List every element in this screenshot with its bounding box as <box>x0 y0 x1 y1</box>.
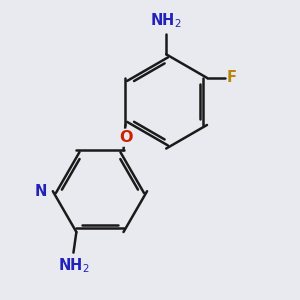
Text: F: F <box>226 70 236 86</box>
Text: NH$_2$: NH$_2$ <box>58 256 89 275</box>
Text: O: O <box>119 130 133 145</box>
Text: N: N <box>34 184 47 199</box>
Text: NH$_2$: NH$_2$ <box>150 11 182 30</box>
